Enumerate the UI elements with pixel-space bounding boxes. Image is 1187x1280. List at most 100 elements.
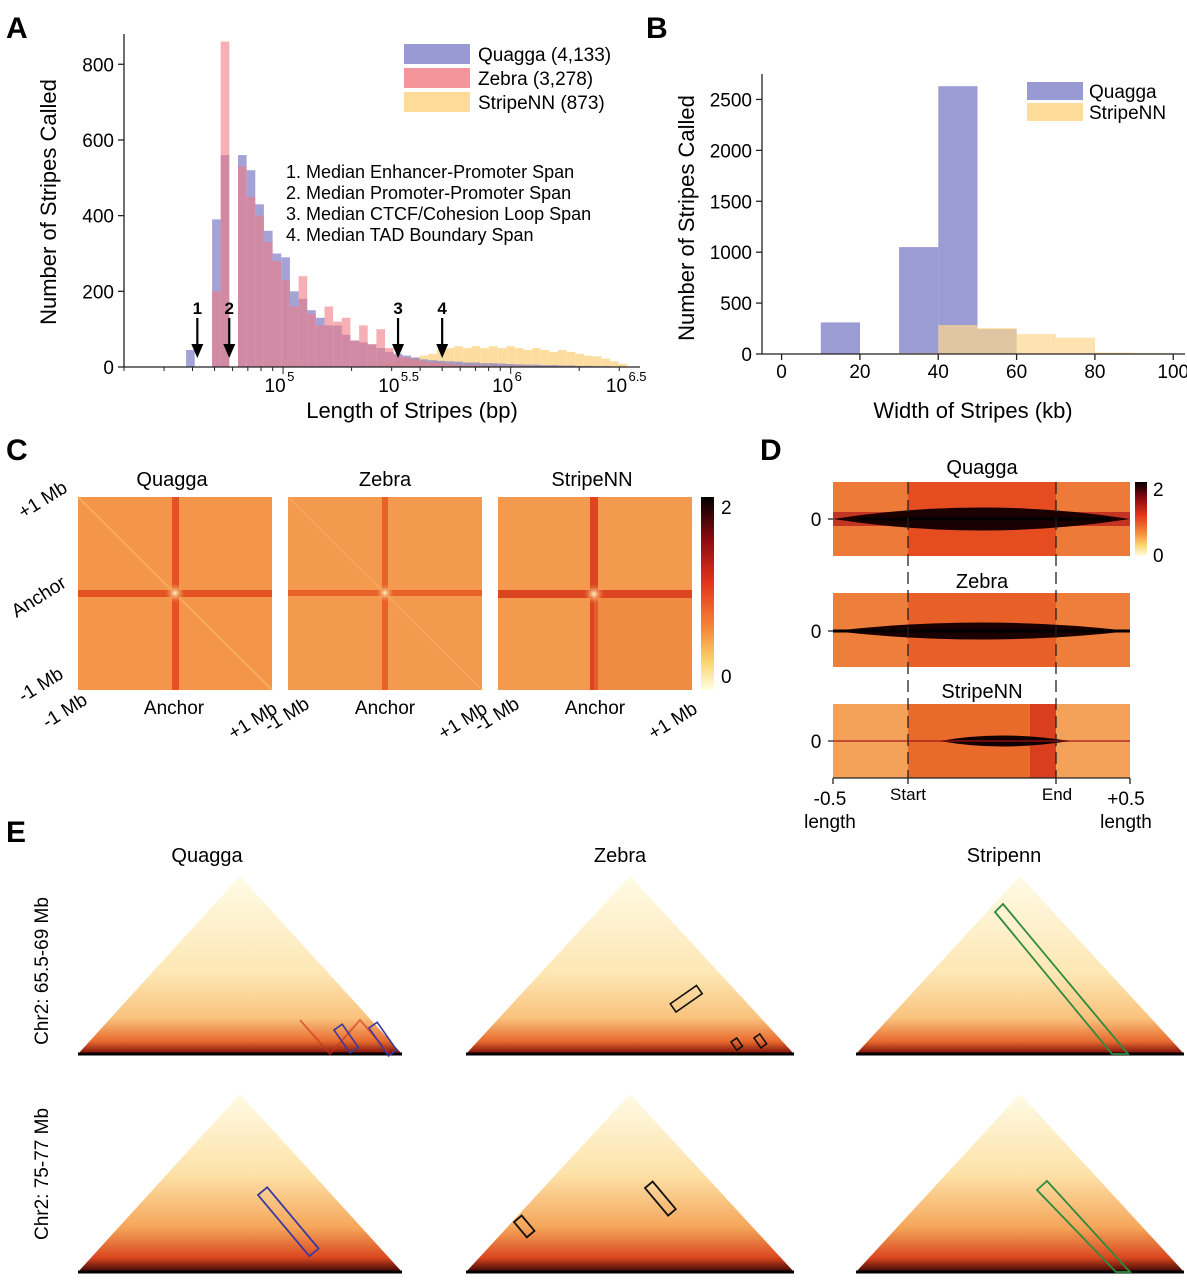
bar-a-stripenn-37 — [506, 346, 515, 367]
ytick-label-b-2: 1000 — [710, 243, 752, 264]
triangle-quagga-row1 — [78, 876, 402, 1056]
xtick-exp-a-3: 6.5 — [628, 369, 646, 384]
heatmap-quagga — [77, 496, 273, 691]
stripe-box-quagga-2 — [367, 1021, 398, 1057]
legend-label-zebra: Zebra (3,278) — [478, 69, 593, 90]
bar-a-stripenn-35 — [488, 346, 498, 367]
bar-a-zebra-7 — [246, 196, 256, 367]
arrow-head-4 — [436, 344, 449, 358]
width-histogram: 0 500 1000 1500 2000 2500 0 20 40 60 80 100 Width o… — [674, 74, 1187, 423]
bar-a-stripenn-45 — [575, 353, 584, 367]
bar-a-zebra-18 — [341, 317, 351, 367]
bar-a-zebra-12 — [289, 306, 299, 367]
bar-a-stripenn-31 — [454, 346, 463, 367]
bar-a-stripenn-39 — [523, 350, 532, 367]
bar-a-stripenn-33 — [471, 346, 481, 367]
bar-b-quagga-3 — [938, 86, 978, 354]
d-x-end: End — [1042, 785, 1072, 804]
bar-b-quagga-2 — [899, 247, 939, 354]
legend-swatch-zebra — [404, 68, 470, 88]
ytick-label-a-4: 800 — [82, 55, 114, 76]
c-x-label-anchor-1: Anchor — [144, 698, 205, 719]
bar-a-zebra-27 — [419, 361, 429, 367]
median-annotations: 1. Median Enhancer-Promoter Span 2. Medi… — [286, 162, 591, 245]
profile-zebra — [833, 593, 1130, 667]
heatmap-zebra — [287, 496, 483, 691]
median-span-arrows: 1 2 3 4 — [191, 299, 449, 358]
stripe-box-zebra-1 — [669, 984, 704, 1014]
stripe-profiles: Quagga Zebra StripeNN — [804, 457, 1163, 833]
e-title-stripenn: Stripenn — [967, 845, 1042, 867]
bar-a-quagga-34 — [480, 363, 489, 367]
annotation-1: 1. Median Enhancer-Promoter Span — [286, 162, 574, 182]
xtick-label-b-2: 40 — [928, 362, 949, 383]
legend-a: Quagga (4,133) Zebra (3,278) StripeNN (8… — [404, 44, 611, 114]
bar-a-zebra-4 — [220, 41, 230, 367]
bar-a-zebra-3 — [212, 291, 221, 367]
ytick-label-b-3: 1500 — [710, 192, 752, 213]
bar-a-stripenn-43 — [558, 350, 567, 367]
bar-a-stripenn-46 — [584, 355, 593, 367]
arrow-label-2: 2 — [225, 299, 234, 318]
legend-b: Quagga StripeNN — [1027, 82, 1166, 124]
panel-letter-b: B — [646, 12, 668, 45]
ytick-label-a-1: 200 — [82, 282, 114, 303]
bar-b-stripenn-5 — [1016, 334, 1056, 354]
triangle-zebra-row2 — [466, 1094, 794, 1274]
d-ytick-zebra: 0 — [811, 622, 822, 643]
bar-b-quagga-0 — [820, 322, 860, 354]
xtick-exp-a-0: 5 — [287, 369, 294, 384]
bar-a-quagga-43 — [558, 365, 567, 367]
profile-title-quagga: Quagga — [946, 457, 1018, 479]
bar-a-stripenn-44 — [566, 351, 576, 367]
bar-b-stripenn-6 — [1055, 337, 1095, 354]
bar-a-zebra-6 — [238, 166, 247, 367]
ytick-label-a-2: 400 — [82, 207, 114, 228]
bar-a-stripenn-47 — [592, 356, 602, 367]
d-x-left-1: -0.5 — [814, 789, 847, 810]
y-axis-label-b: Number of Stripes Called — [674, 95, 699, 341]
bar-a-zebra-14 — [307, 314, 316, 367]
d-x-right-2: length — [1100, 812, 1152, 833]
profile-title-stripenn: StripeNN — [941, 681, 1022, 703]
colorbar-c-max: 2 — [721, 498, 732, 519]
bar-a-stripenn-41 — [540, 350, 550, 367]
ytick-label-a-0: 0 — [103, 358, 114, 379]
annotation-3: 3. Median CTCF/Cohesion Loop Span — [286, 204, 591, 224]
width-histogram-axes: 0 500 1000 1500 2000 2500 0 20 40 60 80 100 — [710, 74, 1187, 383]
colorbar-d — [1135, 482, 1147, 556]
xtick-label-a-0: 10 — [265, 376, 286, 397]
bar-a-stripenn-36 — [497, 348, 507, 367]
bar-a-quagga-32 — [462, 362, 472, 367]
bar-a-stripenn-32 — [462, 348, 472, 367]
bar-a-stripenn-42 — [549, 351, 558, 367]
legend-swatch-stripenn — [404, 92, 470, 112]
legend-label-quagga: Quagga (4,133) — [478, 45, 611, 66]
width-histogram-bars — [820, 86, 1174, 354]
bar-a-stripenn-48 — [601, 358, 610, 367]
annotation-4: 4. Median TAD Boundary Span — [286, 225, 533, 245]
ytick-label-a-3: 600 — [82, 131, 114, 152]
y-axis-label-a: Number of Stripes Called — [36, 79, 61, 325]
bar-a-zebra-10 — [272, 261, 282, 367]
bar-a-stripenn-38 — [514, 348, 524, 367]
bar-a-quagga-38 — [514, 364, 524, 367]
e-title-quagga: Quagga — [171, 845, 243, 867]
c-y-label-plus1mb: +1 Mb — [15, 477, 71, 523]
bar-a-zebra-32 — [462, 365, 472, 367]
bar-a-quagga-42 — [549, 365, 558, 367]
bar-a-quagga-44 — [566, 365, 576, 367]
bar-a-stripenn-49 — [609, 361, 619, 367]
d-ytick-stripenn: 0 — [811, 732, 822, 753]
heatmap-title-zebra: Zebra — [359, 469, 412, 491]
bar-a-stripenn-40 — [532, 348, 541, 367]
e-title-zebra: Zebra — [594, 845, 647, 867]
stripe-box-zebra-2 — [729, 1036, 744, 1052]
panel-letter-d: D — [760, 434, 782, 467]
triangle-stripenn-row1 — [856, 876, 1184, 1056]
bar-a-zebra-8 — [255, 215, 264, 367]
c-x-label-plus1mb-3: +1 Mb — [645, 698, 701, 744]
bar-a-stripenn-50 — [618, 364, 628, 367]
profile-quagga — [833, 482, 1130, 556]
